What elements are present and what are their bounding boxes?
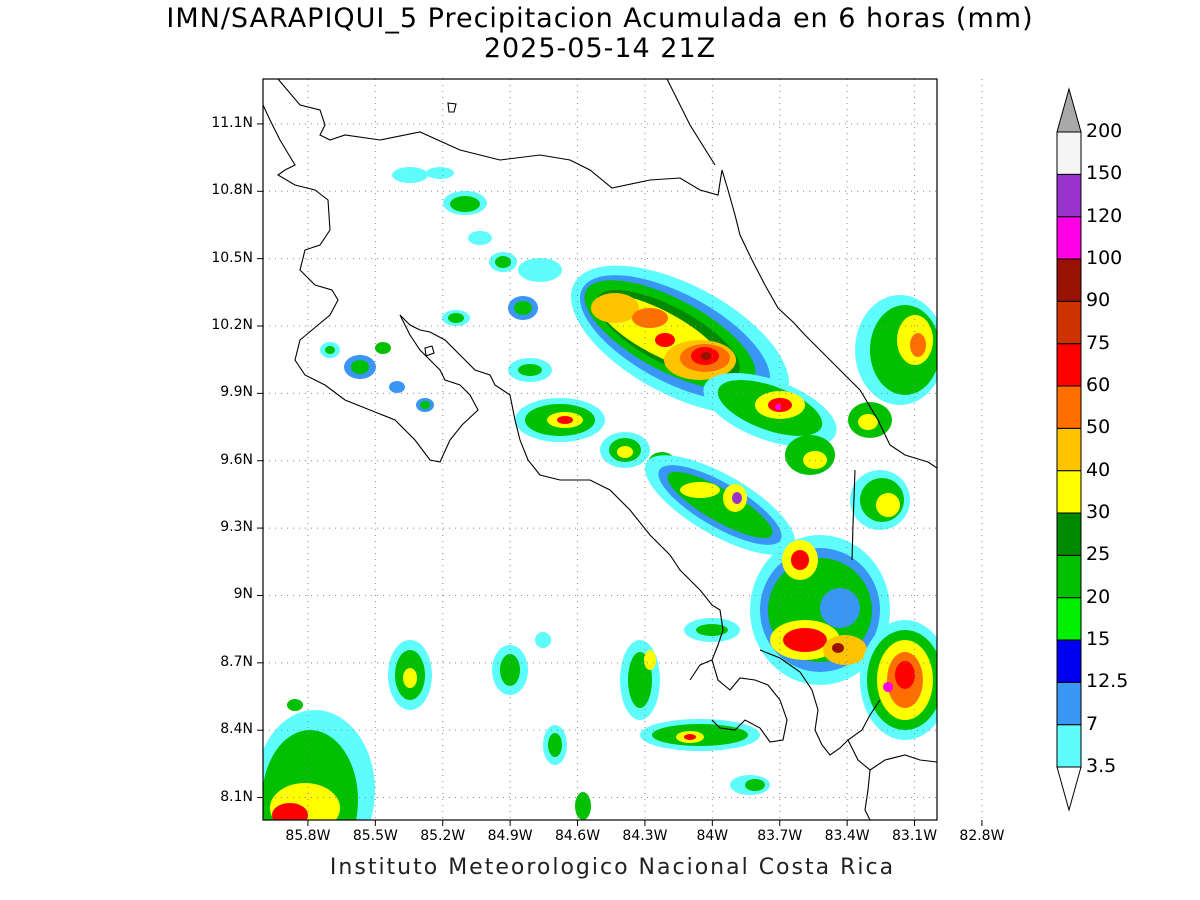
lat-tick-label: 10.2N xyxy=(211,317,253,333)
colorbar-level-label: 40 xyxy=(1086,458,1111,481)
colorbar-min-arrow xyxy=(1056,766,1082,812)
colorbar-segment xyxy=(1056,131,1082,175)
map-title: IMN/SARAPIQUI_5 Precipitacion Acumulada … xyxy=(166,3,1034,34)
colorbar-segment xyxy=(1056,470,1082,514)
colorbar-segment xyxy=(1056,258,1082,302)
lon-tick-label: 84.6W xyxy=(555,828,601,844)
coastline xyxy=(263,79,937,820)
lat-tick-label: 8.4N xyxy=(220,721,253,738)
colorbar-segment xyxy=(1056,343,1082,387)
lat-tick-label: 9.9N xyxy=(220,384,253,401)
colorbar-level-label: 200 xyxy=(1086,120,1123,142)
colorbar xyxy=(1056,87,1082,812)
colorbar-segment xyxy=(1056,300,1082,345)
colorbar-level-label: 12.5 xyxy=(1086,670,1129,693)
colorbar-level-label: 75 xyxy=(1086,331,1111,354)
colorbar-level-label: 3.5 xyxy=(1086,755,1117,777)
lat-tick-label: 11.1N xyxy=(211,114,253,131)
lat-tick-label: 9.6N xyxy=(220,451,253,468)
colorbar-segment xyxy=(1056,554,1082,599)
lat-tick-label: 9N xyxy=(233,586,253,603)
colorbar-segment xyxy=(1056,724,1082,768)
colorbar-level-label: 100 xyxy=(1086,247,1123,269)
lat-tick-label: 10.8N xyxy=(211,182,253,199)
colorbar-segment xyxy=(1056,639,1082,683)
lat-lon-grid xyxy=(263,79,983,820)
lon-tick-label: 84.3W xyxy=(622,828,668,844)
lon-tick-label: 85.5W xyxy=(352,828,398,844)
lon-tick-label: 85.8W xyxy=(285,828,331,844)
colorbar-level-label: 7 xyxy=(1086,712,1099,735)
lon-tick-label: 83.7W xyxy=(757,828,803,844)
lat-tick-label: 8.7N xyxy=(220,653,253,670)
lon-tick-label: 83.1W xyxy=(892,828,938,844)
colorbar-segment xyxy=(1056,597,1082,641)
footer-credit: Instituto Meteorologico Nacional Costa R… xyxy=(329,855,896,880)
colorbar-level-label: 30 xyxy=(1086,501,1111,523)
map-valid-time: 2025-05-14 21Z xyxy=(483,33,717,64)
colorbar-level-label: 15 xyxy=(1086,628,1111,650)
colorbar-level-label: 120 xyxy=(1086,204,1123,227)
colorbar-segment xyxy=(1056,216,1082,260)
colorbar-level-label: 90 xyxy=(1086,289,1111,312)
lon-tick-label: 85.2W xyxy=(420,828,466,844)
lon-tick-label: 83.4W xyxy=(824,828,870,844)
lat-tick-label: 9.3N xyxy=(220,519,253,536)
lat-tick-label: 8.1N xyxy=(220,788,253,805)
lon-tick-label: 84.9W xyxy=(487,828,533,844)
colorbar-level-label: 60 xyxy=(1086,374,1111,396)
colorbar-segment xyxy=(1056,385,1082,429)
colorbar-segment xyxy=(1056,681,1082,726)
colorbar-level-label: 50 xyxy=(1086,416,1111,439)
colorbar-segment xyxy=(1056,427,1082,472)
precipitation-field xyxy=(263,167,937,820)
map-frame xyxy=(262,78,938,821)
colorbar-segment xyxy=(1056,512,1082,556)
lon-tick-label: 84W xyxy=(696,828,729,844)
colorbar-level-label: 150 xyxy=(1086,162,1123,185)
colorbar-segment xyxy=(1056,173,1082,218)
lat-tick-label: 10.5N xyxy=(211,249,253,266)
colorbar-level-label: 25 xyxy=(1086,543,1111,566)
colorbar-level-label: 20 xyxy=(1086,585,1111,608)
colorbar-max-arrow xyxy=(1056,87,1082,133)
lon-tick-label: 82.8W xyxy=(959,828,1005,844)
